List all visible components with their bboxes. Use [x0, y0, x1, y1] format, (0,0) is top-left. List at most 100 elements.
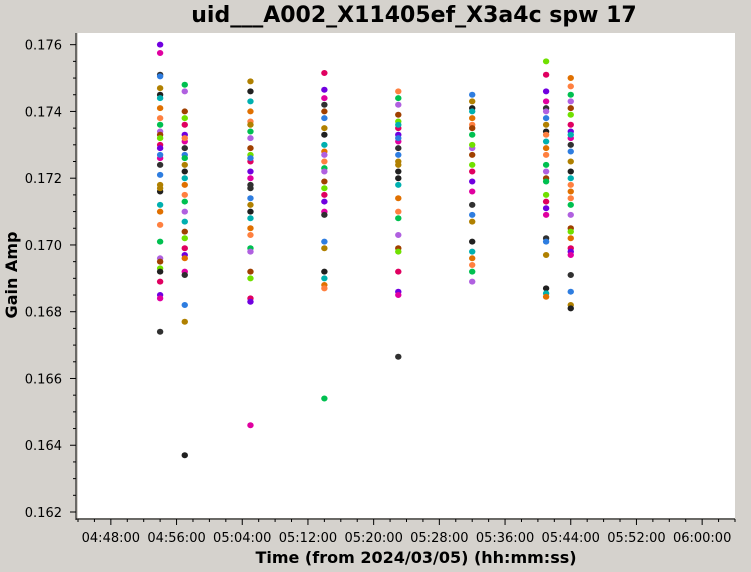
data-point	[181, 155, 188, 162]
data-point	[542, 178, 550, 185]
data-point	[469, 141, 476, 148]
data-point	[567, 83, 574, 90]
data-point	[542, 108, 550, 115]
data-point	[156, 145, 164, 152]
x-tick-label: 04:56:00	[147, 531, 205, 546]
data-point	[469, 108, 476, 115]
data-point	[567, 91, 574, 98]
data-point	[321, 395, 328, 402]
data-point	[469, 91, 476, 98]
x-tick-label: 05:44:00	[542, 531, 600, 546]
data-point	[247, 248, 254, 255]
data-point	[247, 78, 254, 85]
data-point	[567, 305, 574, 312]
data-point	[247, 88, 254, 95]
y-axis-label: Gain Amp	[2, 232, 21, 319]
data-point	[247, 201, 254, 208]
data-point	[542, 168, 550, 175]
data-point	[156, 171, 164, 178]
data-point	[247, 298, 254, 305]
data-point	[156, 208, 164, 215]
data-point	[395, 101, 402, 108]
data-point	[469, 131, 476, 138]
data-point	[181, 245, 188, 252]
plot-area	[78, 33, 735, 518]
data-point	[567, 195, 574, 202]
data-point	[181, 255, 188, 262]
data-point	[395, 268, 402, 275]
data-point	[395, 145, 402, 152]
data-point	[567, 75, 574, 82]
data-point	[181, 168, 188, 175]
data-point	[247, 268, 254, 275]
data-point	[395, 158, 402, 165]
data-point	[469, 278, 476, 285]
data-point	[542, 151, 550, 158]
data-point	[247, 121, 254, 128]
data-point	[321, 275, 328, 282]
data-point	[542, 293, 550, 300]
data-point	[156, 238, 164, 245]
data-point	[395, 151, 402, 158]
data-point	[542, 251, 550, 258]
data-point	[567, 111, 574, 118]
data-point	[567, 288, 574, 295]
data-point	[469, 248, 476, 255]
data-point	[181, 121, 188, 128]
data-point	[542, 131, 550, 138]
data-point	[156, 73, 164, 80]
data-point	[247, 208, 254, 215]
data-point	[247, 195, 254, 202]
data-point	[181, 302, 188, 309]
data-point	[181, 115, 188, 122]
x-tick-label: 04:48:00	[82, 531, 140, 546]
data-point	[156, 185, 164, 192]
data-point	[321, 268, 328, 275]
data-point	[469, 178, 476, 185]
data-point	[156, 278, 164, 285]
y-tick-label: 0.164	[25, 439, 62, 454]
data-point	[567, 131, 574, 138]
data-point	[395, 135, 402, 142]
data-point	[321, 198, 328, 205]
data-point	[395, 168, 402, 175]
data-point	[542, 88, 550, 95]
data-point	[567, 251, 574, 258]
data-point	[567, 168, 574, 175]
data-point	[181, 161, 188, 168]
data-point	[469, 261, 476, 268]
data-point	[542, 121, 550, 128]
data-point	[321, 70, 328, 77]
data-point	[156, 268, 164, 275]
data-point	[156, 121, 164, 128]
data-point	[395, 248, 402, 255]
data-point	[395, 111, 402, 118]
data-point	[567, 121, 574, 128]
data-point	[542, 161, 550, 168]
data-point	[156, 258, 164, 265]
data-point	[156, 135, 164, 142]
data-point	[156, 95, 164, 102]
data-point	[395, 215, 402, 222]
data-point	[247, 231, 254, 238]
x-axis-label: Time (from 2024/03/05) (hh:mm:ss)	[255, 548, 576, 567]
x-tick-label: 05:20:00	[344, 531, 402, 546]
data-point	[321, 101, 328, 108]
data-point	[395, 195, 402, 202]
data-point	[567, 148, 574, 155]
data-point	[395, 121, 402, 128]
y-tick-label: 0.166	[25, 372, 62, 387]
data-point	[156, 105, 164, 112]
data-point	[181, 175, 188, 182]
data-point	[567, 211, 574, 218]
x-axis: 04:48:00 04:56:00 05:04:00 05:12:00 05:20:00…	[76, 518, 736, 546]
data-point	[321, 245, 328, 252]
data-point	[181, 181, 188, 188]
data-point	[181, 108, 188, 115]
data-point	[567, 141, 574, 148]
data-point	[542, 198, 550, 205]
data-point	[469, 115, 476, 122]
data-point	[542, 138, 550, 145]
data-point	[156, 85, 164, 92]
data-point	[181, 208, 188, 215]
